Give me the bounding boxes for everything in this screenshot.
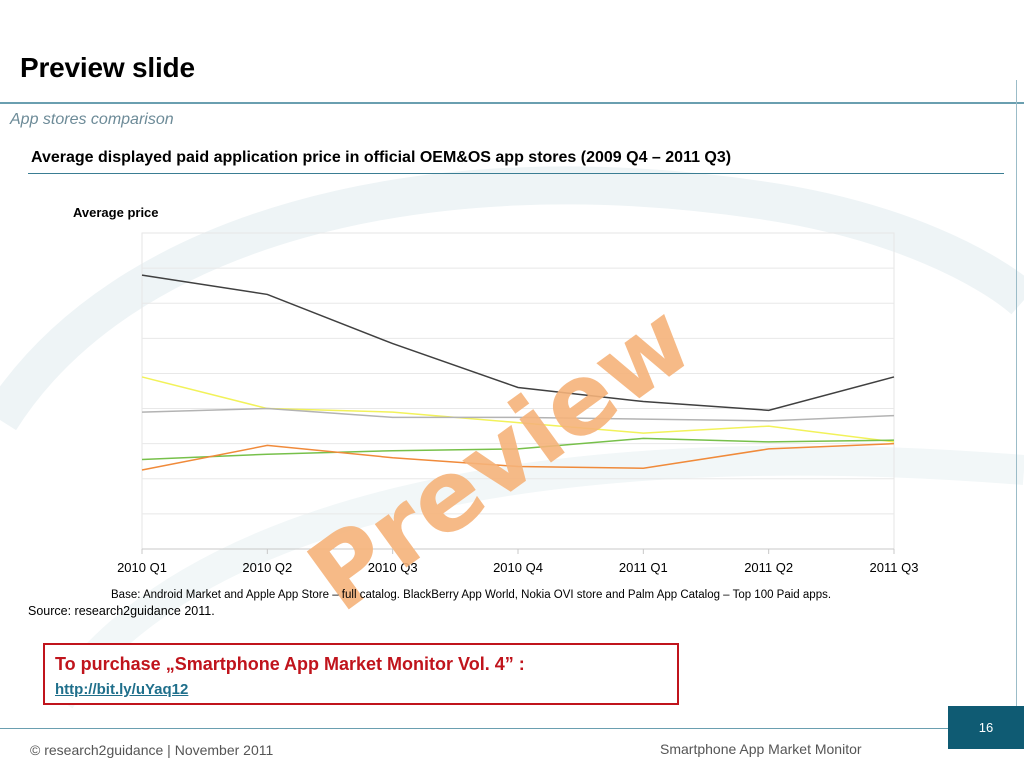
- series-line-3: [141, 407, 895, 422]
- y-axis-label: Average price: [73, 205, 159, 220]
- series-lines: [141, 274, 895, 471]
- footer-title: Smartphone App Market Monitor: [660, 741, 862, 757]
- footer-divider: [0, 728, 948, 729]
- x-tick-label: 2011 Q1: [619, 560, 668, 575]
- purchase-text: To purchase „Smartphone App Market Monit…: [55, 654, 525, 674]
- chart-heading-underline: [28, 173, 1004, 174]
- page-number: 16: [948, 706, 1024, 749]
- line-chart: Average price 2010 Q1 2010 Q2 2010 Q3 2010 …: [73, 205, 919, 634]
- x-tick-label: 2010 Q2: [242, 560, 292, 575]
- x-tick-label: 2011 Q3: [870, 560, 919, 575]
- gridlines: [142, 267, 894, 515]
- series-line-5: [141, 442, 895, 471]
- purchase-link[interactable]: http://bit.ly/uYaq12: [55, 681, 189, 698]
- x-tick-label: 2010 Q4: [493, 560, 543, 575]
- slide-title: Preview slide: [20, 52, 195, 83]
- chart-heading: Average displayed paid application price…: [31, 149, 732, 166]
- series-line-4: [141, 437, 895, 461]
- purchase-callout: To purchase „Smartphone App Market Monit…: [43, 643, 679, 705]
- x-tick-label: 2010 Q3: [368, 560, 418, 575]
- source-note: Source: research2guidance 2011.: [28, 604, 215, 618]
- footer-copyright: © research2guidance | November 2011: [30, 742, 274, 758]
- slide-subtitle: App stores comparison: [10, 111, 174, 128]
- right-edge-rule: [1016, 80, 1017, 720]
- base-note: Base: Android Market and Apple App Store…: [111, 589, 832, 601]
- title-divider: [0, 102, 1024, 104]
- series-line-1: [141, 274, 895, 412]
- x-tick-label: 2011 Q2: [744, 560, 793, 575]
- preview-watermark: Preview: [289, 283, 713, 635]
- x-axis: 2010 Q1 2010 Q2 2010 Q3 2010 Q4 2011 Q1 2011 …: [117, 548, 919, 575]
- x-tick-label: 2010 Q1: [117, 560, 167, 575]
